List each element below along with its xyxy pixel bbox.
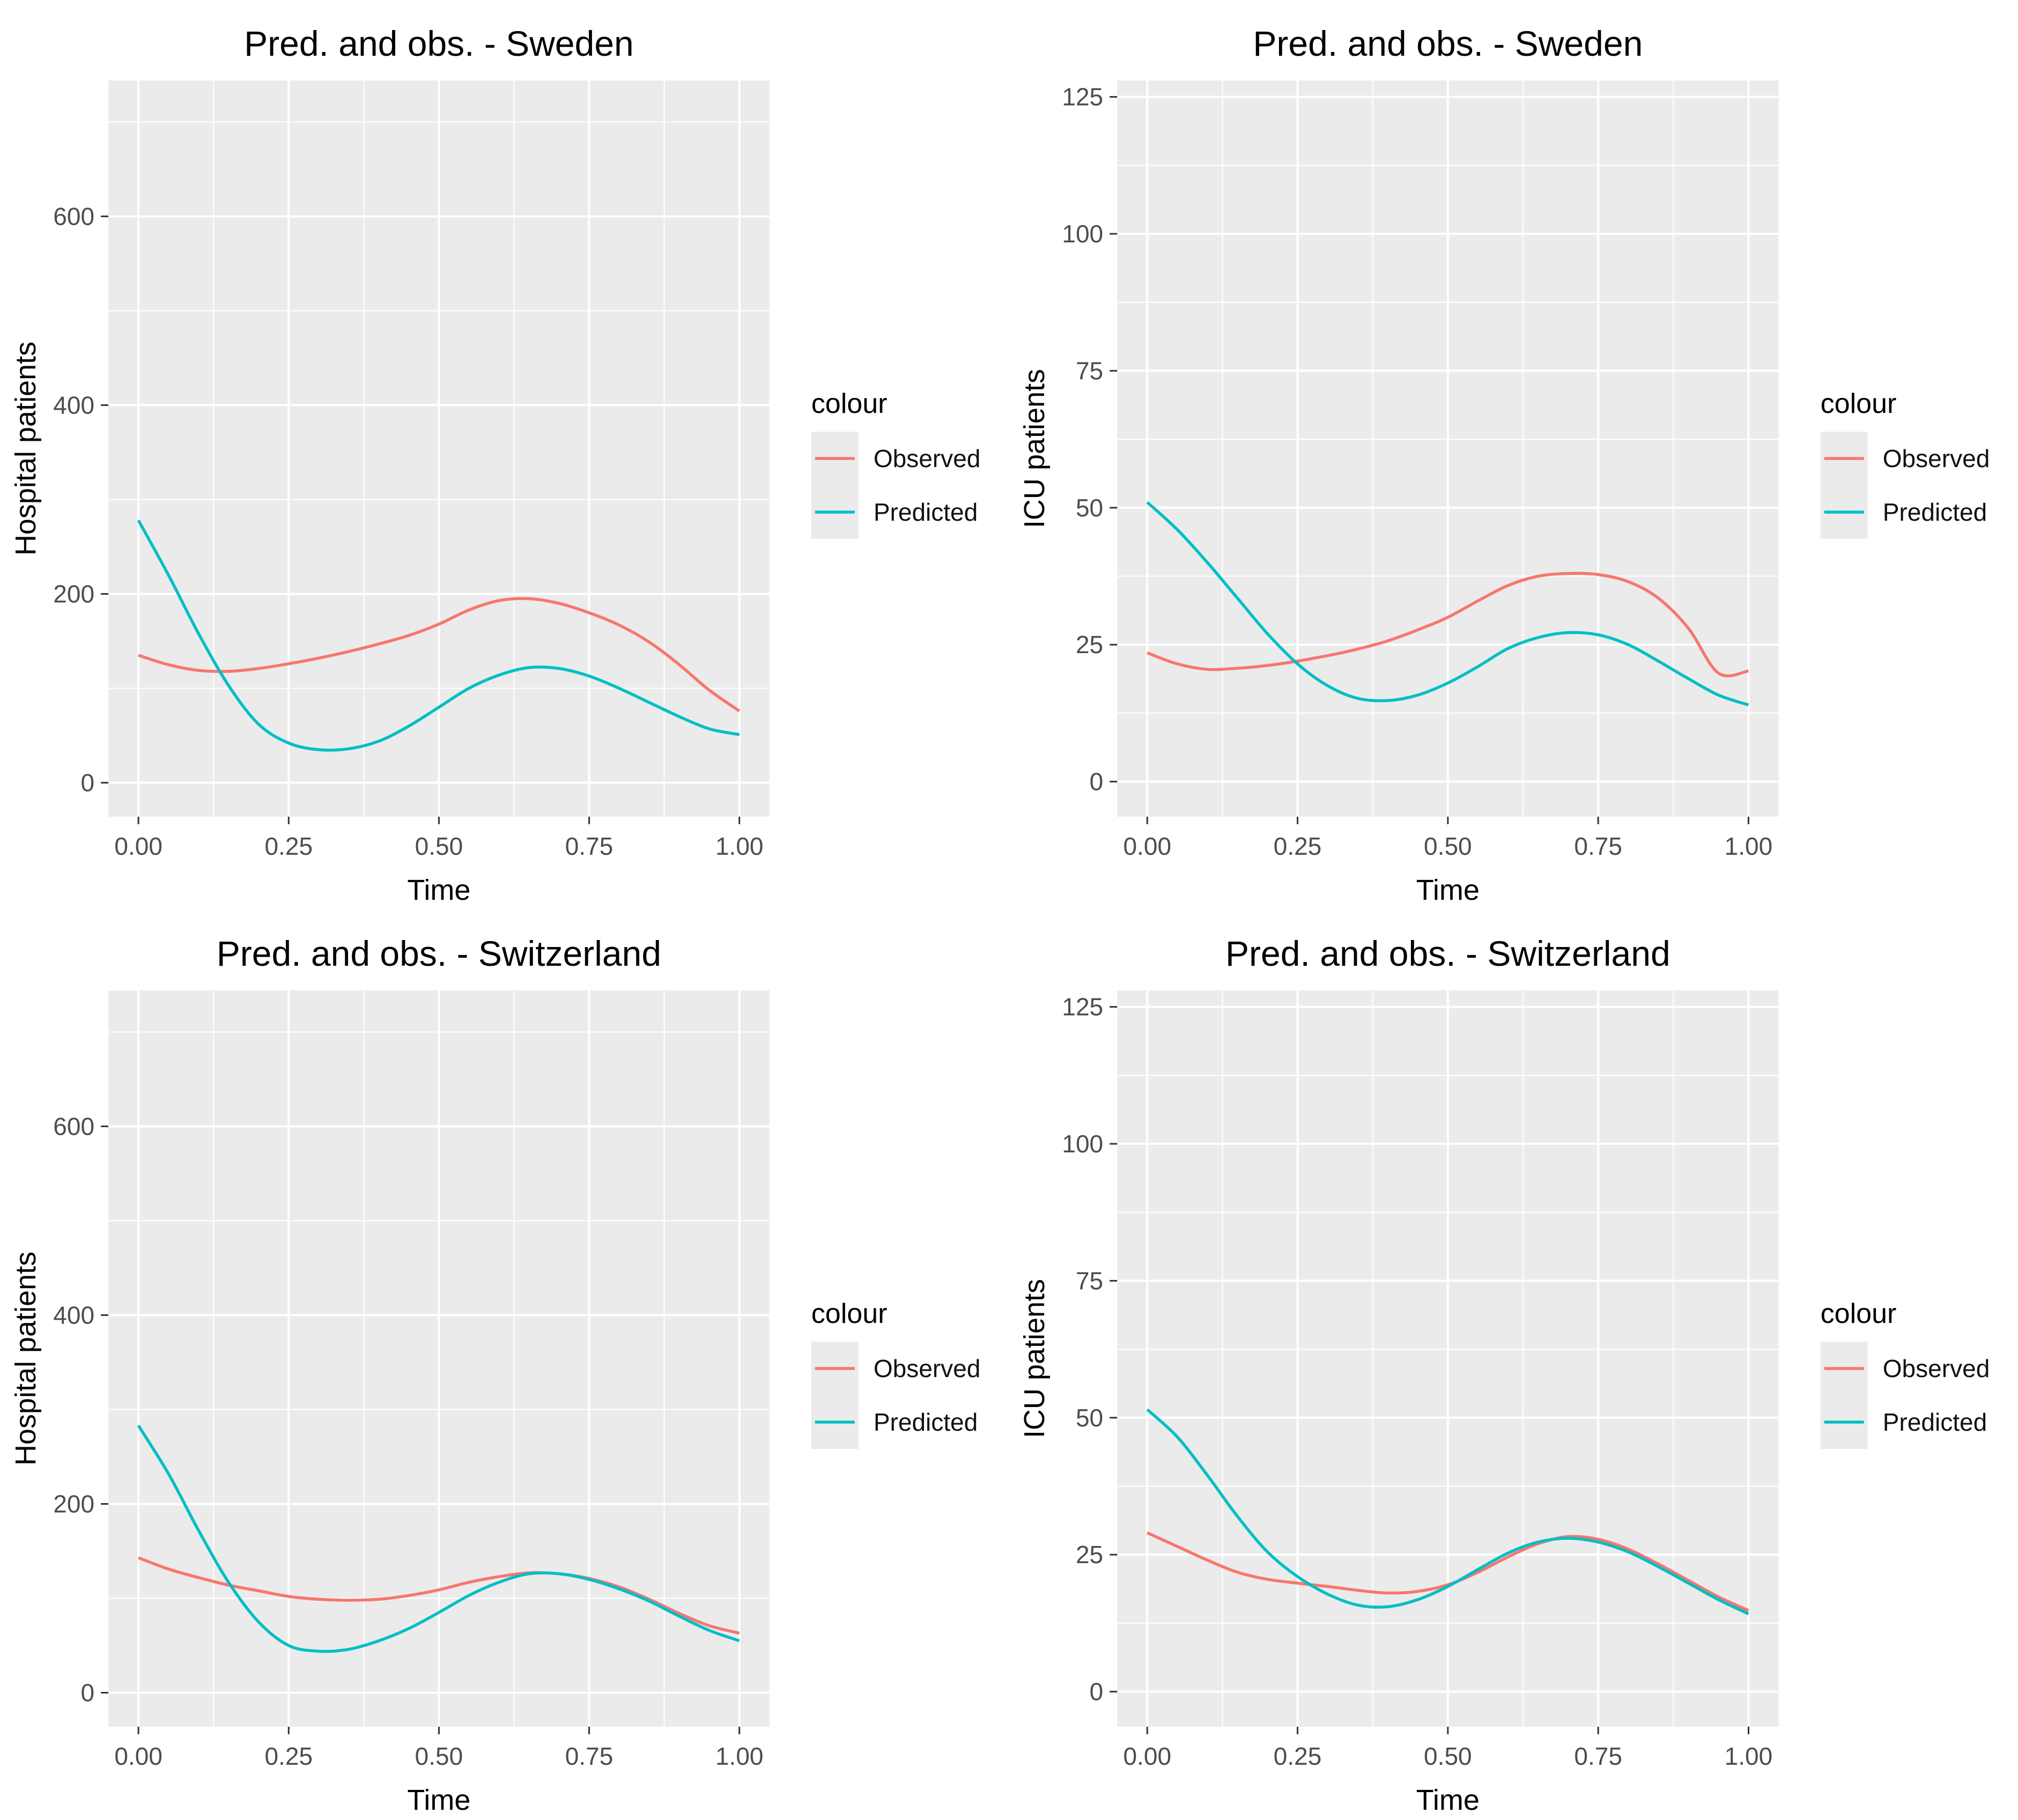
y-tick-label: 50 [1076,1404,1103,1432]
chart-sweden-hospital: 0.00 0.25 0.50 0.75 1.00 0 200 400 600 Pred. and … [0,0,1009,910]
legend-label-observed: Observed [1883,1355,1990,1382]
chart-switzerland-icu-svg: 0.00 0.25 0.50 0.75 1.00 0 25 50 75 100 125 Pred. a… [1018,934,1990,1816]
x-tick-label: 0.25 [265,1742,313,1770]
y-tick-label: 400 [53,1301,94,1329]
legend-label-observed: Observed [1883,445,1990,472]
x-tick-label: 0.75 [1574,1742,1622,1770]
legend-title: colour [1821,1298,1897,1329]
x-tick-label: 1.00 [1725,1742,1773,1770]
y-axis-title: ICU patients [1018,1279,1051,1438]
x-tick-label: 0.00 [114,1742,162,1770]
x-tick-label: 0.00 [1123,832,1171,860]
y-tick-label: 0 [80,769,94,797]
tick-marks [101,1125,741,1734]
y-tick-label: 400 [53,391,94,419]
tick-marks [1110,96,1749,824]
y-tick-label: 600 [53,1112,94,1140]
x-tick-label: 0.50 [415,832,463,860]
predicted-line [1146,501,1749,707]
x-tick-label: 1.00 [715,1742,764,1770]
legend-title: colour [811,1298,888,1329]
y-tick-label: 0 [1090,1678,1104,1706]
y-tick-label: 25 [1076,1541,1103,1569]
x-axis-title: Time [407,874,470,906]
x-tick-label: 0.25 [265,832,313,860]
y-tick-label: 0 [80,1679,94,1707]
legend-title: colour [811,388,888,419]
observed-line [1147,572,1749,678]
chart-sweden-hospital-svg: 0.00 0.25 0.50 0.75 1.00 0 200 400 600 Pred. and … [10,24,980,906]
y-tick-label: 0 [1090,768,1104,796]
major-gridlines [108,990,770,1727]
y-tick-label: 200 [53,1490,94,1518]
legend: colour Observed Predicted [811,388,980,539]
x-tick-label: 1.00 [715,832,764,860]
y-axis-title: Hospital patients [10,1252,42,1466]
observed-line [1147,1531,1749,1612]
y-tick-label: 600 [53,202,94,230]
x-tick-label: 0.25 [1274,832,1322,860]
x-tick-label: 0.00 [114,832,162,860]
legend-title: colour [1821,388,1897,419]
tick-marks [1110,1006,1749,1734]
legend: colour Observed Predicted [811,1298,980,1449]
tick-marks [101,215,741,824]
y-tick-label: 100 [1062,1130,1103,1158]
predicted-line [137,1425,740,1653]
x-axis-title: Time [1416,1784,1480,1816]
predicted-line [137,519,740,752]
y-tick-label: 125 [1062,993,1103,1021]
x-tick-label: 0.75 [565,1742,613,1770]
legend-label-observed: Observed [874,445,980,472]
x-tick-label: 0.50 [1424,832,1472,860]
observed-line [138,597,741,713]
x-tick-label: 0.25 [1274,1742,1322,1770]
x-tick-label: 0.50 [415,1742,463,1770]
x-tick-label: 1.00 [1725,832,1773,860]
y-tick-label: 200 [53,580,94,608]
legend-label-predicted: Predicted [874,1408,978,1436]
legend-label-observed: Observed [874,1355,980,1382]
major-gridlines [1117,80,1779,817]
x-axis-title: Time [407,1784,470,1816]
y-tick-label: 100 [1062,220,1103,248]
plot-title: Pred. and obs. - Switzerland [1225,934,1670,973]
y-tick-label: 25 [1076,631,1103,659]
major-gridlines [108,80,770,817]
observed-line [138,1556,740,1635]
y-axis-title: ICU patients [1018,369,1051,528]
x-tick-label: 0.75 [1574,832,1622,860]
predicted-line [1146,1408,1749,1616]
plot-title: Pred. and obs. - Sweden [244,24,634,63]
y-tick-label: 75 [1076,357,1103,384]
plot-title: Pred. and obs. - Switzerland [217,934,661,973]
legend: colour Observed Predicted [1820,388,1990,539]
legend-label-predicted: Predicted [1883,498,1987,526]
chart-sweden-icu-svg: 0.00 0.25 0.50 0.75 1.00 0 25 50 75 100 125 Pred. a… [1018,24,1990,906]
legend-label-predicted: Predicted [1883,1408,1987,1436]
y-tick-label: 50 [1076,494,1103,522]
major-gridlines [1117,990,1779,1727]
y-tick-label: 75 [1076,1267,1103,1294]
x-tick-label: 0.00 [1123,1742,1171,1770]
chart-switzerland-hospital-svg: 0.00 0.25 0.50 0.75 1.00 0 200 400 600 Pred. and … [10,934,980,1816]
legend: colour Observed Predicted [1820,1298,1990,1449]
legend-label-predicted: Predicted [874,498,978,526]
chart-switzerland-icu: 0.00 0.25 0.50 0.75 1.00 0 25 50 75 100 125 Pred. a… [1009,910,2018,1820]
y-axis-title: Hospital patients [10,342,42,556]
chart-sweden-icu: 0.00 0.25 0.50 0.75 1.00 0 25 50 75 100 125 Pred. a… [1009,0,2018,910]
chart-switzerland-hospital: 0.00 0.25 0.50 0.75 1.00 0 200 400 600 Pred. and … [0,910,1009,1820]
plot-title: Pred. and obs. - Sweden [1253,24,1643,63]
x-tick-label: 0.50 [1424,1742,1472,1770]
x-tick-label: 0.75 [565,832,613,860]
y-tick-label: 125 [1062,83,1103,111]
x-axis-title: Time [1416,874,1480,906]
